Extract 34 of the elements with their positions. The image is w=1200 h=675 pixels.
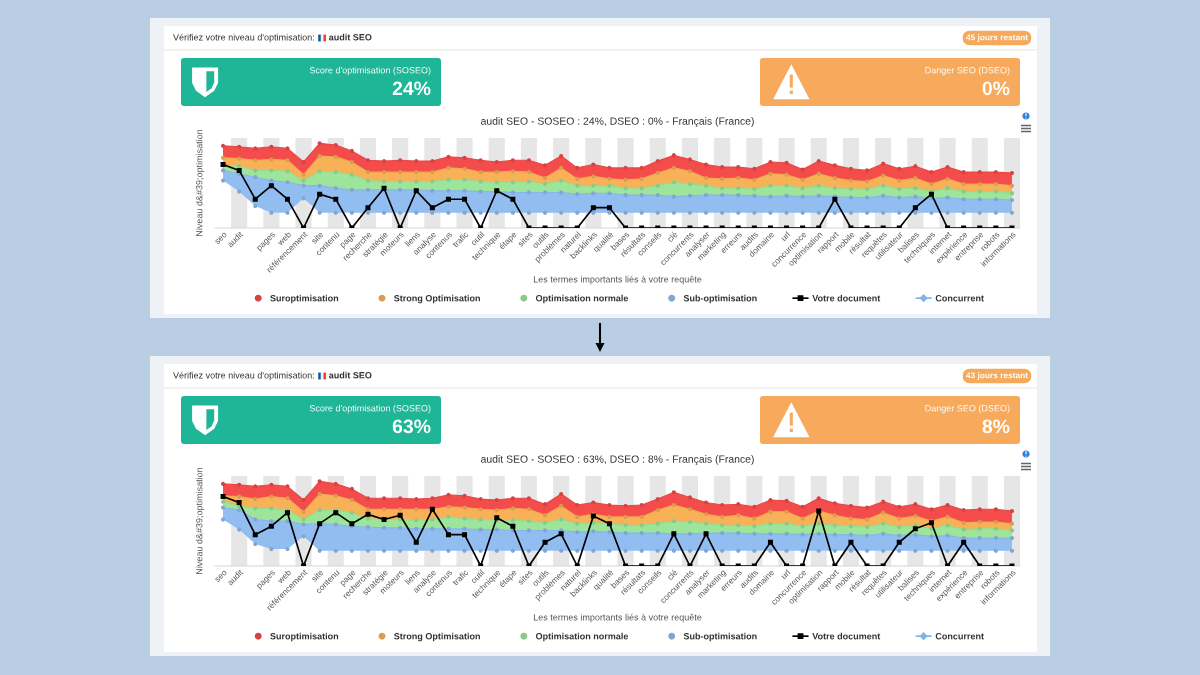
text: 43 jours restant [966, 372, 1028, 380]
legend-label: Suroptimisation [270, 294, 339, 304]
text: 63% [392, 419, 431, 434]
x-tick-label: seo [214, 232, 228, 245]
text: Score d'optimisation (SOSEO) [309, 66, 431, 76]
legend-label: Votre document [812, 632, 881, 640]
text: 45 jours restant [966, 34, 1028, 42]
legend-label: Concurrent [935, 633, 984, 640]
text: Vérifiez votre niveau d'optimisation: [173, 371, 314, 381]
text: Danger SEO (DSEO) [925, 66, 1010, 76]
text: 24% [392, 81, 431, 96]
legend-label: Optimisation normale [535, 632, 629, 642]
legend-label: Strong Optimisation [394, 632, 480, 642]
x-tick-label: seo [214, 570, 228, 583]
x-axis-title: Les termes importants liés à votre requête [533, 275, 702, 285]
legend-label: Votre document [812, 294, 881, 302]
legend-label: Sub-optimisation [683, 632, 757, 642]
chart-title: audit SEO - SOSEO : 24%, DSEO : 0% - Français (France) [481, 117, 754, 127]
text: Danger SEO (DSEO) [925, 404, 1010, 414]
text: audit SEO [329, 371, 372, 379]
legend-label: Optimisation normale [535, 294, 629, 304]
legend-label: Concurrent [935, 295, 984, 302]
chart-title: audit SEO - SOSEO : 63%, DSEO : 8% - Français (France) [481, 455, 754, 465]
text: 0% [982, 81, 1010, 96]
x-axis-title: Les termes importants liés à votre requête [533, 613, 702, 623]
legend-label: Sub-optimisation [683, 294, 757, 304]
legend-label: Suroptimisation [270, 632, 339, 642]
legend-label: Strong Optimisation [394, 294, 480, 304]
y-axis-title: Niveau d&#39;optimisation [195, 467, 205, 574]
text: audit SEO [329, 33, 372, 41]
text: Vérifiez votre niveau d'optimisation: [173, 33, 314, 43]
y-axis-title: Niveau d&#39;optimisation [195, 129, 205, 236]
text: Score d'optimisation (SOSEO) [309, 404, 431, 414]
text: 8% [982, 419, 1010, 434]
